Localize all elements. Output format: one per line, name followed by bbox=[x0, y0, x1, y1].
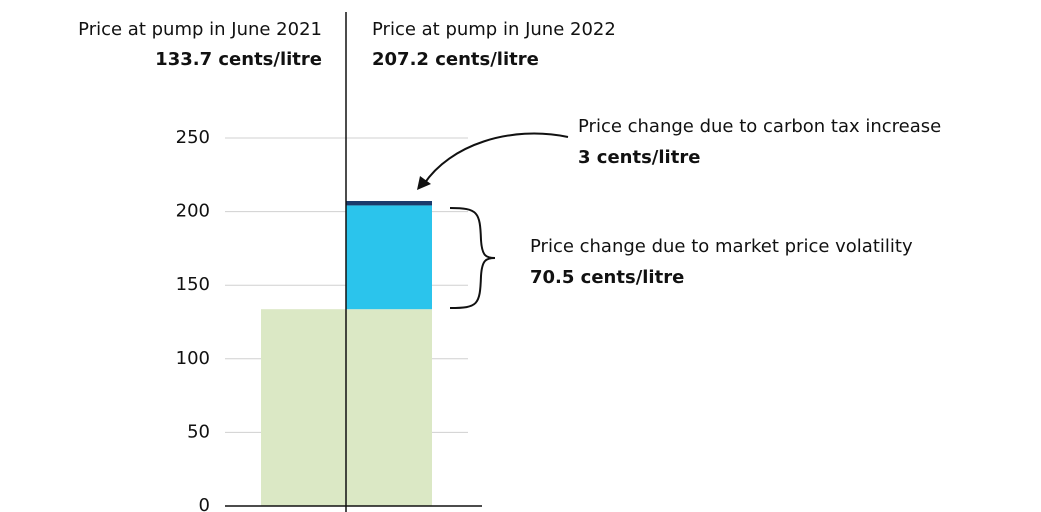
category-label: Price at pump in June 2021 bbox=[78, 19, 322, 40]
arrow bbox=[423, 132, 569, 185]
category-label: Price at pump in June 2022 bbox=[372, 19, 616, 40]
y-tick-label: 150 bbox=[176, 274, 210, 295]
annotation-value: 70.5 cents/litre bbox=[530, 267, 684, 288]
bar-segment bbox=[346, 205, 432, 310]
bar-segment bbox=[346, 201, 432, 206]
bar-segment bbox=[261, 309, 347, 506]
total-label: 207.2 cents/litre bbox=[372, 49, 539, 70]
y-tick-label: 200 bbox=[176, 201, 210, 222]
annotation-value: 3 cents/litre bbox=[578, 147, 700, 168]
arrow-head bbox=[417, 176, 431, 190]
y-tick-label: 0 bbox=[199, 495, 210, 512]
bracket bbox=[449, 207, 496, 309]
total-label: 133.7 cents/litre bbox=[155, 49, 322, 70]
annotation: Price change due to carbon tax increase bbox=[578, 116, 941, 137]
y-tick-label: 250 bbox=[176, 127, 210, 148]
y-tick-label: 100 bbox=[176, 348, 210, 369]
annotation: Price change due to market price volatil… bbox=[530, 236, 913, 257]
y-tick-label: 50 bbox=[187, 421, 210, 442]
bar-segment bbox=[346, 309, 432, 506]
